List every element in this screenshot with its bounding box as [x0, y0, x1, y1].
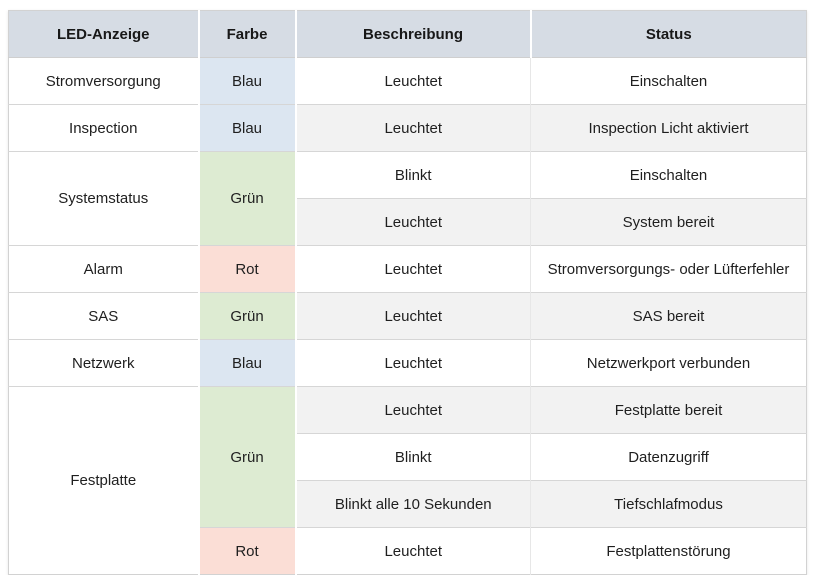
led-cell: Netzwerk: [8, 339, 199, 387]
led-cell: SAS: [8, 292, 199, 340]
table-header-row: LED-Anzeige Farbe Beschreibung Status: [8, 10, 807, 58]
table-row-festplatte-1: Festplatte Grün Leuchtet Festplatte bere…: [8, 386, 807, 575]
beschreibung-cell: Leuchtet: [295, 57, 531, 105]
beschreibung-cell: Leuchtet: [295, 527, 531, 575]
status-cell: Einschalten: [530, 57, 807, 105]
led-cell: Systemstatus: [8, 151, 199, 246]
status-cell: System bereit: [530, 198, 807, 246]
table-row-alarm: Alarm Rot Leuchtet Stromversorgungs- ode…: [8, 245, 807, 293]
farbe-cell: Grün: [197, 151, 297, 246]
beschreibung-cell: Leuchtet: [295, 339, 531, 387]
farbe-cell: Grün: [197, 292, 297, 340]
status-cell: Stromversorgungs- oder Lüfterfehler: [530, 245, 807, 293]
beschreibung-cell: Blinkt: [295, 433, 531, 481]
farbe-cell: Rot: [197, 245, 297, 293]
farbe-cell: Blau: [197, 104, 297, 152]
header-led-anzeige: LED-Anzeige: [8, 10, 199, 58]
farbe-cell: Blau: [197, 339, 297, 387]
status-cell: Tiefschlafmodus: [530, 480, 807, 528]
beschreibung-cell: Leuchtet: [295, 245, 531, 293]
beschreibung-cell: Blinkt alle 10 Sekunden: [295, 480, 531, 528]
table-row-systemstatus-2: Leuchtet System bereit: [9, 198, 807, 246]
led-indicator-table: LED-Anzeige Farbe Beschreibung Status St…: [8, 10, 807, 575]
led-cell: Inspection: [8, 104, 199, 152]
table-row-festplatte-3: Blinkt alle 10 Sekunden Tiefschlafmodus: [9, 480, 807, 528]
table-row-systemstatus-1: Systemstatus Grün Blinkt Einschalten: [8, 151, 807, 246]
led-cell: Alarm: [8, 245, 199, 293]
header-farbe: Farbe: [197, 10, 296, 58]
led-cell: Festplatte: [8, 386, 199, 575]
led-cell: Stromversorgung: [8, 57, 199, 105]
header-beschreibung: Beschreibung: [294, 10, 531, 58]
table-row-stromversorgung: Stromversorgung Blau Leuchtet Einschalte…: [8, 57, 807, 105]
status-cell: Datenzugriff: [530, 433, 807, 481]
table-row-festplatte-2: Blinkt Datenzugriff: [9, 433, 807, 481]
beschreibung-cell: Leuchtet: [295, 198, 531, 246]
status-cell: Netzwerkport verbunden: [530, 339, 807, 387]
beschreibung-cell: Leuchtet: [295, 104, 531, 152]
table-row-festplatte-4: Rot Leuchtet Festplattenstörung: [9, 527, 807, 575]
header-status: Status: [529, 10, 807, 58]
table-row-netzwerk: Netzwerk Blau Leuchtet Netzwerkport verb…: [8, 339, 807, 387]
status-cell: Festplattenstörung: [530, 527, 807, 575]
table-row-inspection: Inspection Blau Leuchtet Inspection Lich…: [8, 104, 807, 152]
farbe-cell: Grün: [197, 386, 297, 528]
beschreibung-cell: Leuchtet: [295, 292, 531, 340]
status-cell: SAS bereit: [530, 292, 807, 340]
status-cell: Einschalten: [530, 151, 807, 199]
farbe-cell: Rot: [197, 527, 297, 575]
status-cell: Inspection Licht aktiviert: [530, 104, 807, 152]
table-row-sas: SAS Grün Leuchtet SAS bereit: [8, 292, 807, 340]
beschreibung-cell: Leuchtet: [295, 386, 531, 434]
beschreibung-cell: Blinkt: [295, 151, 531, 199]
status-cell: Festplatte bereit: [530, 386, 807, 434]
farbe-cell: Blau: [197, 57, 297, 105]
